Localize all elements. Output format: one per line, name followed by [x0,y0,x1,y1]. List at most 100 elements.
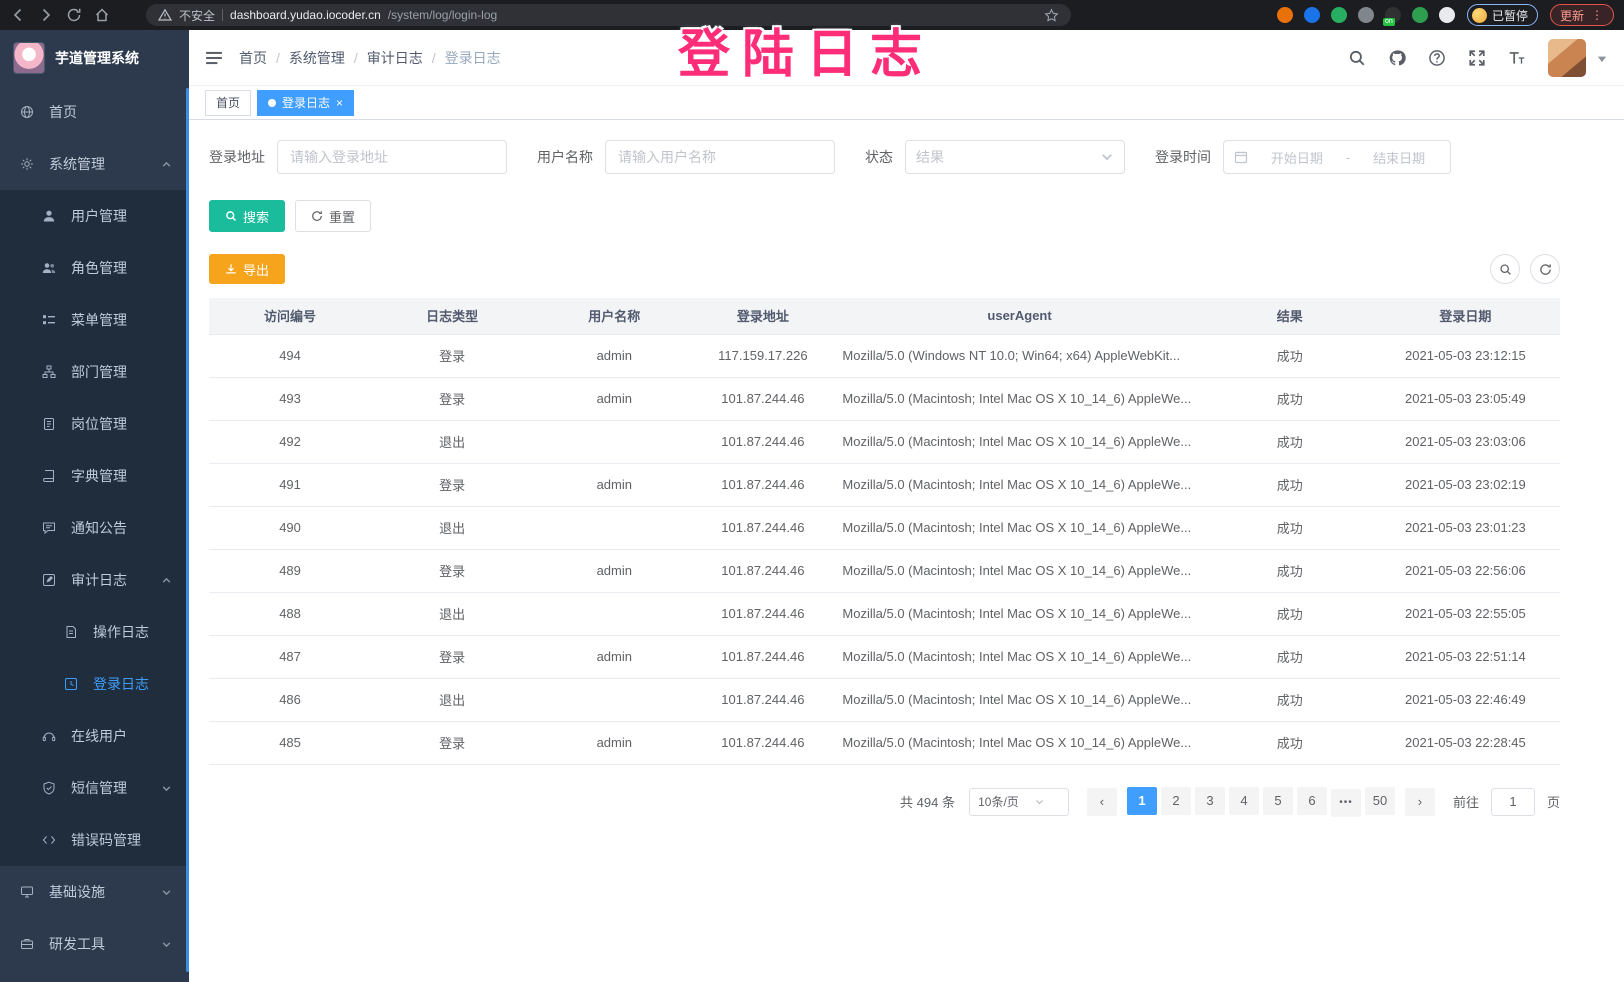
extension-shield-icon[interactable] [1303,7,1320,23]
next-page-button[interactable]: › [1404,787,1435,816]
github-icon[interactable] [1388,49,1406,67]
table-row: 494 登录 admin 117.159.17.226 Mozilla/5.0 (Win… [209,334,1560,378]
page-button-1[interactable]: 1 [1126,786,1157,815]
page-button-5[interactable]: 5 [1262,786,1293,815]
tag-close-icon[interactable]: × [336,95,344,110]
extension-firefox-icon[interactable] [1276,7,1293,23]
page-size-select[interactable]: 10条/页 [968,787,1069,816]
page-size-value: 10条/页 [978,795,1019,809]
update-button[interactable]: 更新 ⋮ [1549,4,1614,26]
goto-page-input[interactable] [1490,787,1535,816]
toggle-search-button[interactable] [1490,254,1520,284]
extension-grid-icon[interactable] [1357,7,1374,23]
sidebar-item-dept-management[interactable]: 部门管理 [0,346,189,398]
status-placeholder: 结果 [916,149,944,165]
question-icon[interactable] [1428,49,1446,67]
sidebar-item-label: 短信管理 [71,780,127,796]
calendar-icon [1234,150,1248,164]
filter-form: 登录地址 用户名称 状态 结果 登录时间 [209,140,1560,174]
sidebar-item-error-code-management[interactable]: 错误码管理 [0,814,189,866]
sidebar-scrollbar[interactable] [186,88,189,972]
caret-down-icon[interactable] [1596,52,1608,64]
address-bar[interactable]: 不安全 dashboard.yudao.iocoder.cn/system/lo… [146,4,1071,26]
sidebar-item-login-log[interactable]: 登录日志 [0,658,189,710]
page-button-3[interactable]: 3 [1194,786,1225,815]
tag-dot [268,98,277,107]
column-header-type: 日志类型 [371,298,534,335]
page-button-50[interactable]: 50 [1364,786,1395,815]
sidebar-item-infrastructure[interactable]: 基础设施 [0,866,189,918]
chevron-down-icon [161,887,172,898]
cell-result: 成功 [1208,377,1371,421]
breadcrumb-item[interactable]: 首页 [239,49,267,66]
sidebar-item-role-management[interactable]: 角色管理 [0,242,189,294]
table-row: 488 退出 101.87.244.46 Mozilla/5.0 (Macintosh… [209,592,1560,636]
sidebar-item-system-management[interactable]: 系统管理 [0,138,189,190]
bookmark-star-icon[interactable] [1044,7,1059,23]
cell-user: admin [533,334,696,378]
extension-leaf-icon[interactable] [1411,7,1428,23]
cell-id: 488 [209,592,372,636]
sidebar-item-label: 基础设施 [49,884,105,900]
extension-onetab-icon[interactable]: on [1382,7,1401,26]
profile-paused-badge[interactable]: 已暂停 [1466,4,1538,26]
user-icon [42,209,56,223]
export-button[interactable]: 导出 [209,254,286,284]
page-button-4[interactable]: 4 [1228,786,1259,815]
sidebar-item-audit-log[interactable]: 审计日志 [0,554,189,606]
sidebar-item-dev-tools[interactable]: 研发工具 [0,918,189,970]
sidebar-item-dict-management[interactable]: 字典管理 [0,450,189,502]
sidebar-item-operate-log[interactable]: 操作日志 [0,606,189,658]
sidebar-item-label: 首页 [49,104,77,120]
sidebar-item-home[interactable]: 首页 [0,86,189,138]
more-pages-button[interactable]: ••• [1330,788,1361,817]
chevron-down-icon [161,939,172,950]
message-icon [42,521,56,535]
reset-button[interactable]: 重置 [295,200,372,232]
login-address-input[interactable] [277,140,507,174]
username-input[interactable] [605,140,835,174]
prev-page-button[interactable]: ‹ [1086,787,1117,816]
cell-user [533,506,696,550]
breadcrumb-item[interactable]: 审计日志 [366,49,423,66]
tag-item[interactable]: 首页 [205,89,252,116]
cell-result: 成功 [1208,506,1371,550]
sidebar-item-online-user[interactable]: 在线用户 [0,710,189,762]
fullscreen-icon[interactable] [1468,49,1486,67]
sidebar-item-sms-management[interactable]: 短信管理 [0,762,189,814]
status-select[interactable]: 结果 [905,140,1125,174]
update-label: 更新 [1559,8,1584,23]
reset-button-label: 重置 [329,209,356,225]
cell-id: 490 [209,506,372,550]
breadcrumb-item[interactable]: 系统管理 [288,49,345,66]
forward-icon[interactable] [38,7,54,23]
username-label: 用户名称 [537,149,593,165]
search-icon[interactable] [1348,49,1366,67]
search-button-label: 搜索 [243,209,270,225]
page-button-2[interactable]: 2 [1160,786,1191,815]
font-size-icon[interactable] [1508,49,1526,67]
extension-green-circle-icon[interactable] [1330,7,1347,23]
cell-ip: 117.159.17.226 [695,334,831,378]
hamburger-icon[interactable] [205,49,223,67]
sidebar-item-menu-management[interactable]: 菜单管理 [0,294,189,346]
user-avatar[interactable] [1548,38,1586,77]
back-icon[interactable] [10,7,26,23]
login-time-label: 登录时间 [1155,149,1211,165]
sidebar-item-post-management[interactable]: 岗位管理 [0,398,189,450]
tag-active[interactable]: 登录日志 × [257,89,355,116]
app-logo[interactable]: 芋道管理系统 [0,30,189,86]
home-icon[interactable] [94,7,110,23]
search-button[interactable]: 搜索 [209,200,286,232]
reload-icon[interactable] [66,7,82,23]
extension-paw-icon[interactable] [1438,7,1455,23]
sidebar-item-label: 通知公告 [71,520,127,536]
sidebar-item-notice-announcement[interactable]: 通知公告 [0,502,189,554]
clock-square-icon [64,677,78,691]
login-time-range-picker[interactable]: 开始日期 - 结束日期 [1223,140,1451,174]
sidebar-item-user-management[interactable]: 用户管理 [0,190,189,242]
breadcrumb-separator: / [353,49,358,66]
browser-menu-icon[interactable]: ⋮ [1591,8,1604,22]
page-button-6[interactable]: 6 [1296,786,1327,815]
refresh-table-button[interactable] [1530,254,1560,284]
